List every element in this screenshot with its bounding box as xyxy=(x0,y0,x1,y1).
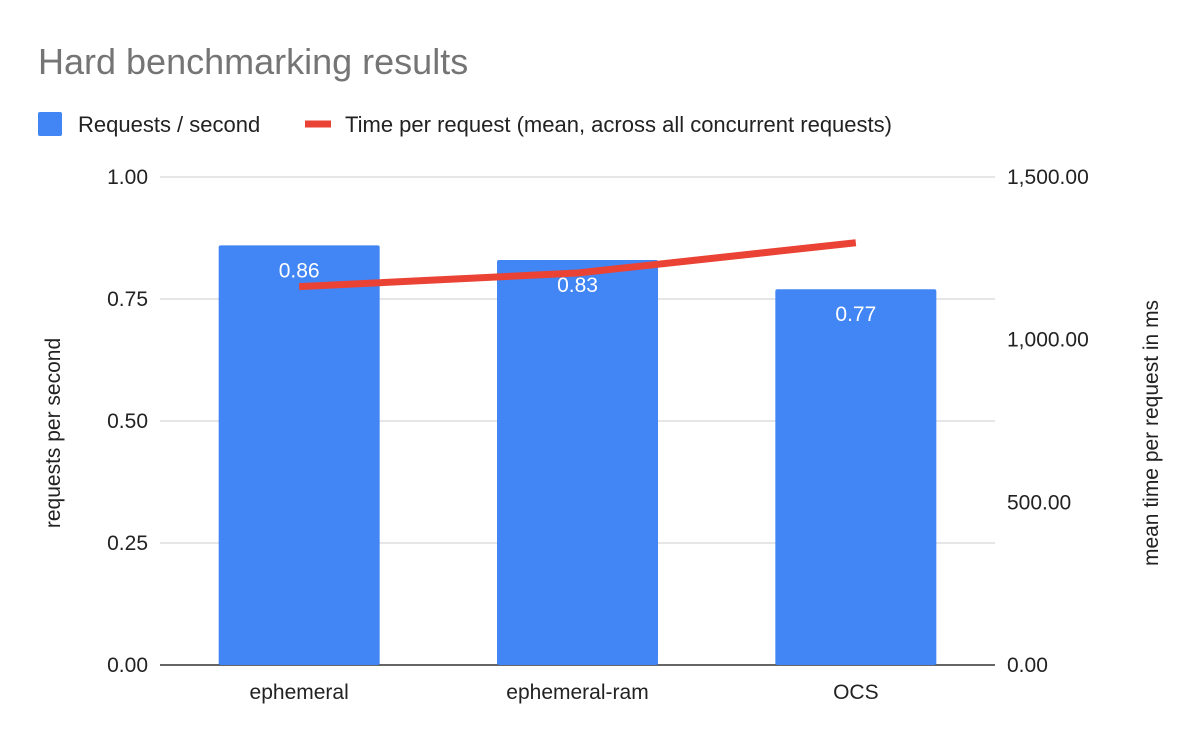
y-tick-label: 1.00 xyxy=(107,166,148,189)
bar xyxy=(775,289,937,665)
x-tick-label: OCS xyxy=(833,681,879,704)
bar-value-label: 0.83 xyxy=(557,274,598,297)
chart-title: Hard benchmarking results xyxy=(38,41,468,82)
y2-tick-label: 1,500.00 xyxy=(1007,166,1089,189)
bar-value-label: 0.77 xyxy=(835,303,876,326)
bar xyxy=(218,245,380,665)
x-tick-label: ephemeral xyxy=(250,681,349,704)
y-tick-label: 0.50 xyxy=(107,410,148,433)
legend-label-bars: Requests / second xyxy=(78,112,260,137)
y2-axis-title: mean time per request in ms xyxy=(1140,300,1163,566)
legend: Requests / second Time per request (mean… xyxy=(38,112,892,137)
y2-tick-label: 1,000.00 xyxy=(1007,329,1089,352)
legend-label-line: Time per request (mean, across all concu… xyxy=(345,112,892,137)
legend-swatch-bars xyxy=(38,112,62,136)
y-tick-label: 0.25 xyxy=(107,532,148,555)
x-tick-label: ephemeral-ram xyxy=(506,681,648,704)
bar xyxy=(497,259,658,665)
data-labels: 0.86 0.83 0.77 xyxy=(279,259,877,326)
line-series xyxy=(298,239,857,291)
y2-tick-label: 0.00 xyxy=(1007,654,1048,677)
y-tick-label: 0.00 xyxy=(107,654,148,677)
bar-value-label: 0.86 xyxy=(279,259,320,282)
tick-labels: 0.00 0.25 0.50 0.75 1.00 0.00 500.00 1,000.00 1,… xyxy=(107,166,1089,704)
y-tick-label: 0.75 xyxy=(107,288,148,311)
bars xyxy=(218,245,937,665)
line-series-path xyxy=(298,239,857,291)
y2-tick-label: 500.00 xyxy=(1007,491,1071,514)
y-axis-title: requests per second xyxy=(42,338,65,528)
